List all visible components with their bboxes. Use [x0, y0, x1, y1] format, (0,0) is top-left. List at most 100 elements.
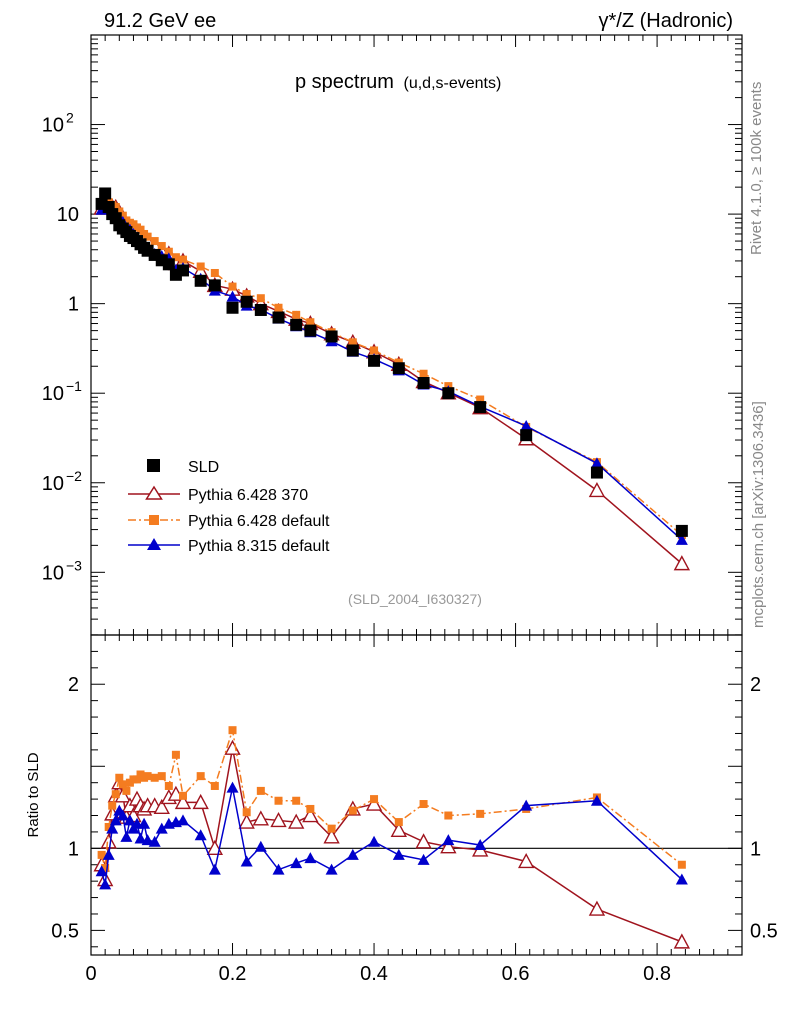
ratio-point-pythia-6-428-default — [178, 791, 187, 800]
main-point-pythia-6-428-370 — [673, 555, 691, 571]
ratio-point-pythia-6-428-370 — [440, 838, 457, 854]
legend-marker-sld — [147, 459, 160, 472]
ratio-point-pythia-8-315-default — [116, 809, 129, 821]
main-point-pythia-6-428-default — [292, 310, 301, 319]
ratio-point-pythia-6-428-default — [150, 773, 159, 782]
ratio-point-pythia-8-315-default — [272, 863, 285, 875]
main-point-pythia-6-428-default — [118, 211, 127, 220]
y-tick-exponent: −1 — [66, 378, 82, 394]
ratio-point-pythia-8-315-default — [368, 835, 381, 847]
ratio-point-pythia-6-428-default — [196, 772, 205, 781]
ratio-point-pythia-8-315-default — [590, 794, 603, 806]
ratio-point-pythia-6-428-370 — [192, 793, 209, 810]
main-point-pythia-6-428-default — [419, 369, 428, 378]
y-tick-label: 10 — [42, 562, 64, 584]
legend: SLD Pythia 6.428 370 Pythia 6.428 defaul… — [128, 459, 330, 555]
main-point-pythia-6-428-default — [143, 232, 152, 241]
ratio-point-pythia-8-315-default — [194, 829, 207, 841]
ratio-point-pythia-8-315-default — [176, 814, 189, 826]
main-point-sld — [675, 524, 688, 537]
ratio-point-pythia-8-315-default — [106, 822, 119, 834]
ratio-series — [93, 726, 691, 949]
ratio-point-pythia-6-428-default — [210, 781, 219, 790]
legend-marker-py6-default — [149, 515, 159, 525]
main-point-pythia-6-428-default — [178, 255, 187, 264]
main-point-sld — [325, 330, 338, 343]
x-tick-label: 0.2 — [219, 963, 247, 985]
rivet-label: Rivet 4.1.0, ≥ 100k events — [748, 82, 765, 255]
main-point-sld — [392, 362, 405, 375]
ratio-point-pythia-8-315-default — [148, 835, 161, 847]
ratio-point-pythia-8-315-default — [141, 834, 154, 846]
ratio-point-pythia-6-428-default — [370, 795, 379, 804]
ratio-point-pythia-8-315-default — [290, 857, 303, 869]
ratio-point-pythia-6-428-default — [171, 750, 180, 759]
ratio-point-pythia-8-315-default — [520, 799, 533, 811]
main-point-sld — [417, 377, 430, 390]
main-point-sld — [442, 387, 455, 400]
main-point-sld — [176, 264, 189, 277]
ratio-point-pythia-6-428-default — [274, 796, 283, 805]
main-point-pythia-6-428-default — [157, 242, 166, 251]
analysis-watermark: (SLD_2004_I630327) — [348, 591, 482, 607]
x-tick-label: 0.6 — [502, 963, 530, 985]
ratio-point-pythia-8-315-default — [208, 863, 221, 875]
ratio-point-pythia-6-428-370 — [100, 833, 117, 849]
ratio-point-pythia-6-428-default — [327, 824, 336, 833]
x-tick-label: 0 — [85, 963, 96, 985]
y-tick-label: 1 — [68, 294, 79, 316]
main-point-sld — [346, 344, 359, 357]
main-point-pythia-6-428-default — [196, 262, 205, 271]
main-point-pythia-8-315-default — [590, 457, 603, 469]
ratio-y-tick-label-right: 0.5 — [750, 920, 778, 942]
ratio-point-pythia-6-428-default — [256, 786, 265, 795]
x-tick-label: 0.8 — [643, 963, 671, 985]
main-point-pythia-6-428-default — [136, 225, 145, 234]
ratio-point-pythia-6-428-default — [394, 818, 403, 827]
main-point-pythia-6-428-default — [242, 290, 251, 299]
main-point-pythia-6-428-default — [150, 237, 159, 246]
header-energy: 91.2 GeV ee — [104, 10, 216, 32]
ratio-point-pythia-6-428-default — [444, 811, 453, 820]
y-tick-exponent: −2 — [66, 468, 82, 484]
ratio-y-tick-label: 0.5 — [51, 920, 79, 942]
legend-label-py8: Pythia 8.315 default — [188, 538, 330, 555]
ratio-ylabel: Ratio to SLD — [25, 752, 42, 837]
plot-title-sub: (u,d,s-events) — [404, 75, 502, 92]
main-series — [93, 187, 691, 571]
ratio-y-tick-label-right: 2 — [750, 674, 761, 696]
ratio-point-pythia-6-428-default — [292, 796, 301, 805]
ratio-point-pythia-6-428-370 — [252, 810, 269, 826]
ratio-point-pythia-6-428-default — [242, 808, 251, 817]
ratio-point-pythia-8-315-default — [254, 840, 267, 852]
ratio-point-pythia-8-315-default — [138, 817, 151, 829]
ratio-point-pythia-6-428-370 — [588, 900, 606, 916]
ratio-point-pythia-8-315-default — [442, 834, 455, 846]
ratio-point-pythia-6-428-default — [164, 781, 173, 790]
main-point-sld — [162, 258, 175, 271]
ratio-y-tick-label: 2 — [68, 674, 79, 696]
main-point-sld — [272, 311, 285, 324]
ratio-plot-frame — [90, 634, 743, 956]
ratio-point-pythia-6-428-370 — [270, 811, 287, 828]
ratio-point-pythia-8-315-default — [99, 878, 112, 890]
ratio-point-pythia-8-315-default — [134, 832, 147, 844]
x-tick-label: 0.4 — [360, 963, 388, 985]
y-tick-label: 10 — [42, 383, 64, 405]
ratio-point-pythia-6-428-default — [118, 780, 127, 789]
legend-label-py6-default: Pythia 6.428 default — [188, 513, 330, 530]
header-process: γ*/Z (Hadronic) — [599, 10, 733, 32]
main-point-pythia-6-428-default — [171, 253, 180, 262]
main-point-pythia-6-428-default — [228, 282, 237, 291]
ratio-point-pythia-6-428-370 — [174, 793, 192, 810]
ratio-point-pythia-8-315-default — [474, 839, 487, 851]
ratio-y-tick-label-right: 1 — [750, 838, 761, 860]
ratio-point-pythia-6-428-370 — [673, 933, 691, 949]
ratio-point-pythia-6-428-370 — [390, 821, 407, 837]
ratio-point-pythia-6-428-default — [122, 786, 131, 795]
main-line-pythia-6-428-370 — [100, 200, 683, 565]
ratio-point-pythia-8-315-default — [346, 848, 359, 860]
mcplots-label: mcplots.cern.ch [arXiv:1306.3436] — [750, 401, 767, 628]
main-point-pythia-8-315-default — [675, 533, 688, 545]
